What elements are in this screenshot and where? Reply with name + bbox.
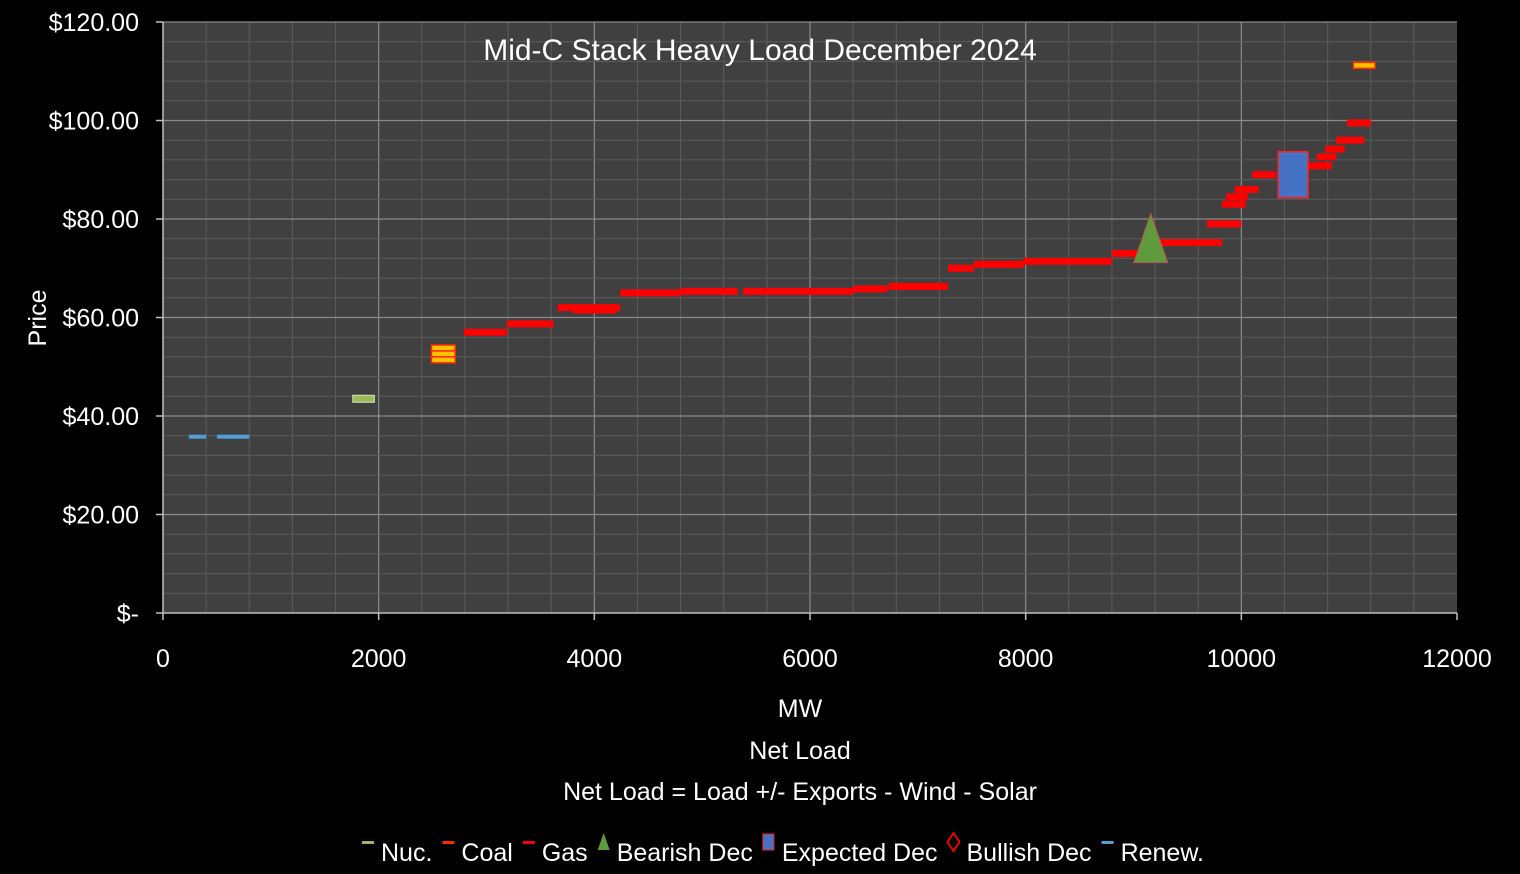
mark-expected-dec	[1277, 150, 1309, 199]
mark-gas	[620, 289, 681, 297]
mark-gas	[853, 285, 888, 293]
mark-nuc	[352, 394, 375, 403]
chart-title: Mid-C Stack Heavy Load December 2024	[483, 34, 1037, 67]
x-tick-label: 4000	[567, 645, 623, 673]
mark-renew	[188, 434, 207, 439]
mark-gas	[1325, 145, 1345, 153]
x-tick-label: 2000	[351, 645, 407, 673]
mark-renew	[216, 434, 250, 439]
mark-gas	[506, 320, 554, 328]
y-tick-label: $40.00	[63, 403, 139, 431]
legend-swatch-bullish-dec	[946, 831, 961, 853]
legend-swatch-gas	[522, 841, 535, 844]
mark-gas	[680, 287, 738, 295]
mark-coal	[1352, 61, 1376, 70]
legend-item-gas: Gas	[522, 839, 588, 867]
grid-lines	[163, 21, 1457, 613]
mark-gas	[1111, 249, 1153, 257]
mark-coal	[430, 344, 456, 352]
legend-swatch-expected-dec	[762, 833, 775, 851]
legend-swatch-renew	[1101, 841, 1114, 844]
y-tick-labels: $- $20.00 $40.00 $60.00 $80.00 $100.00 $120.00	[49, 9, 163, 628]
legend-item-coal: Coal	[442, 839, 513, 867]
mark-gas	[888, 282, 949, 290]
legend-label-bullish-dec: Bullish Dec	[967, 839, 1092, 867]
y-tick-label: $-	[117, 600, 139, 628]
x-axis-title-formula: Net Load = Load +/- Exports - Wind - Sol…	[563, 778, 1037, 806]
legend-item-bearish-dec: Bearish Dec	[597, 833, 753, 867]
legend-label-expected-dec: Expected Dec	[782, 839, 938, 867]
mark-gas	[463, 328, 507, 336]
y-tick-label: $80.00	[63, 206, 139, 234]
legend: Nuc. Coal Gas Bearish Dec Expected Dec Bullis…	[362, 831, 1204, 867]
x-tick-label: 0	[156, 645, 170, 673]
y-tick-label: $60.00	[63, 305, 139, 333]
legend-item-nuc: Nuc.	[362, 839, 432, 867]
mark-gas	[1336, 136, 1365, 144]
x-tick-labels: 0 2000 4000 6000 8000 10000 12000	[156, 613, 1492, 673]
legend-label-bearish-dec: Bearish Dec	[617, 839, 753, 867]
legend-swatch-bearish-dec	[597, 833, 610, 850]
mark-bearish-dec	[1133, 212, 1169, 264]
mark-gas	[1055, 257, 1112, 265]
x-tick-label: 12000	[1422, 645, 1492, 673]
legend-swatch-coal	[442, 841, 455, 844]
legend-item-renew: Renew.	[1101, 839, 1204, 867]
mark-gas	[1234, 185, 1259, 193]
legend-label-gas: Gas	[542, 839, 588, 867]
mark-gas	[1252, 171, 1276, 179]
mark-gas	[572, 306, 616, 314]
mark-coal	[430, 350, 456, 358]
legend-label-renew: Renew.	[1121, 839, 1204, 867]
legend-swatch-nuc	[362, 841, 374, 844]
mark-gas	[948, 264, 974, 272]
y-tick-label: $120.00	[49, 9, 139, 37]
mark-gas	[973, 260, 1024, 268]
mark-coal	[430, 356, 456, 364]
x-axis-title-mw: MW	[778, 695, 823, 723]
mark-gas	[1023, 257, 1056, 265]
y-axis-title: Price	[24, 290, 52, 347]
mark-gas	[1152, 239, 1222, 247]
legend-item-bullish-dec: Bullish Dec	[946, 831, 1092, 867]
mark-gas	[1226, 193, 1248, 201]
x-tick-label: 6000	[782, 645, 838, 673]
x-axis-title-net-load: Net Load	[749, 737, 850, 765]
legend-label-nuc: Nuc.	[381, 839, 432, 867]
mark-gas	[1221, 200, 1246, 208]
y-tick-label: $20.00	[63, 502, 139, 530]
legend-item-expected-dec: Expected Dec	[762, 833, 938, 867]
mark-gas	[743, 287, 854, 295]
mark-gas	[1206, 220, 1242, 228]
x-tick-label: 8000	[998, 645, 1054, 673]
mark-gas	[1306, 162, 1332, 170]
y-tick-label: $100.00	[49, 108, 139, 136]
mark-gas	[1347, 119, 1371, 127]
mark-gas	[1316, 153, 1337, 161]
data-marks	[188, 61, 1376, 439]
legend-label-coal: Coal	[461, 839, 512, 867]
x-tick-label: 10000	[1207, 645, 1277, 673]
